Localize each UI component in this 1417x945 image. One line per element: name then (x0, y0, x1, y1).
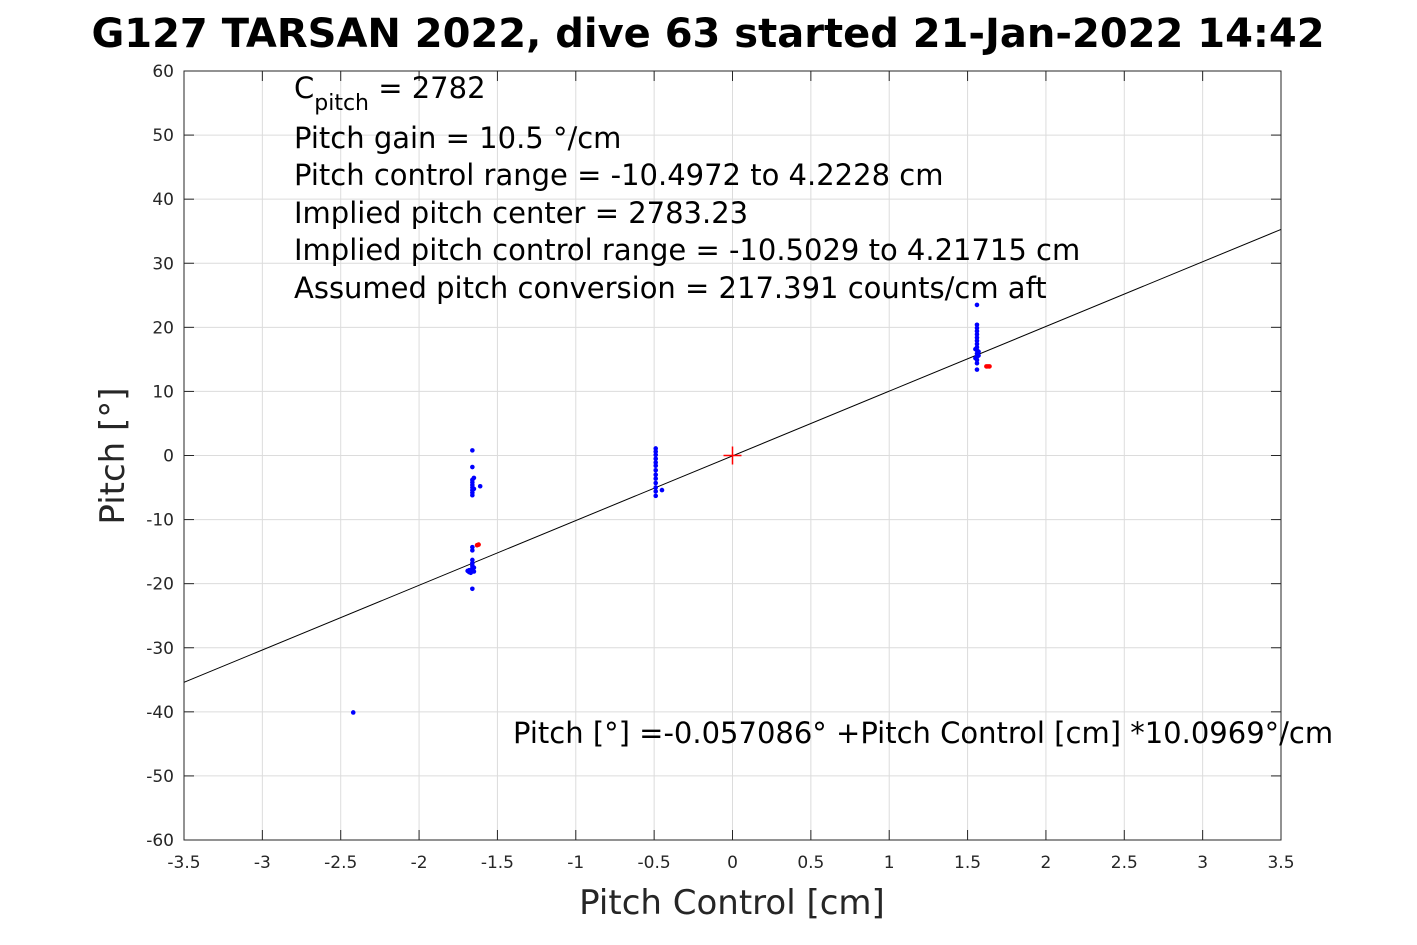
x-tick-label: 1.5 (954, 853, 981, 873)
y-tick-label: 20 (152, 318, 174, 338)
axis-ticks: -3.5 -3 -2.5 -2 -1.5 -1 -0.5 0 0.5 1 1.5 2 2.5 3 3.5 -6… (146, 62, 1294, 873)
blue-data-point (470, 448, 475, 453)
y-tick-label: -60 (146, 831, 174, 851)
blue-data-point (974, 322, 980, 328)
blue-data-point (471, 565, 477, 570)
blue-data-point (659, 487, 665, 493)
blue-data-point (470, 557, 475, 563)
blue-data-point (653, 489, 659, 494)
annotation-c-pitch-value: = 2782 (369, 71, 486, 105)
blue-data-point (470, 548, 475, 553)
annotation-implied-range: Implied pitch control range = -10.5029 t… (294, 233, 1080, 267)
x-tick-label: 0 (727, 853, 738, 873)
blue-data-point (465, 568, 470, 574)
blue-data-point (477, 483, 483, 489)
blue-data-point (470, 544, 475, 550)
blue-data-point (471, 475, 477, 481)
blue-data-point (974, 367, 980, 372)
blue-data-point (653, 493, 659, 499)
blue-data-point (471, 486, 477, 492)
blue-data-point (653, 467, 659, 473)
blue-data-point (974, 302, 980, 308)
blue-data-point (470, 464, 475, 470)
y-tick-label: 10 (152, 382, 174, 402)
x-tick-label: -3.5 (167, 853, 200, 873)
blue-data-point (653, 446, 659, 451)
annotation-pitch-gain: Pitch gain = 10.5 °/cm (294, 121, 621, 155)
center-marker-group (723, 446, 742, 465)
blue-data-point (974, 341, 980, 347)
annotation-c-pitch-main: C (294, 71, 314, 105)
annotation-implied-center: Implied pitch center = 2783.23 (294, 196, 748, 230)
annotation-c-pitch-sub: pitch (314, 91, 369, 116)
x-tick-label: 3.5 (1267, 853, 1294, 873)
x-tick-label: 0.5 (797, 853, 824, 873)
blue-data-point (974, 335, 980, 340)
annotation-conversion: Assumed pitch conversion = 217.391 count… (294, 271, 1047, 305)
blue-data-point (653, 480, 659, 486)
blue-data-point (974, 328, 980, 334)
blue-data-point (974, 338, 980, 344)
y-tick-label: -30 (146, 639, 174, 659)
y-tick-label: 60 (152, 62, 174, 82)
x-tick-label: -2 (411, 853, 428, 873)
red-data-point (476, 542, 481, 547)
grid-lines (184, 71, 1281, 840)
y-tick-label: -20 (146, 575, 174, 595)
x-axis-label: Pitch Control [cm] (579, 883, 885, 923)
x-tick-label: -1 (567, 853, 584, 873)
blue-data-point (470, 586, 475, 592)
blue-data-point (653, 460, 659, 465)
x-tick-label: -2.5 (324, 853, 357, 873)
x-tick-label: -1.5 (481, 853, 514, 873)
blue-data-point (653, 485, 659, 490)
blue-data-point (976, 353, 981, 358)
blue-data-point (974, 360, 980, 366)
y-tick-label: -50 (146, 767, 174, 787)
y-tick-label: 0 (163, 447, 174, 467)
y-tick-label: -40 (146, 703, 174, 723)
x-tick-label: 2 (1041, 853, 1052, 873)
blue-data-point (470, 492, 475, 498)
y-tick-label: 30 (152, 254, 174, 274)
y-tick-label: 40 (152, 190, 174, 210)
blue-data-point (653, 452, 659, 458)
y-axis-label: Pitch [°] (93, 387, 133, 524)
x-tick-label: -0.5 (638, 853, 671, 873)
x-tick-label: 2.5 (1111, 853, 1138, 873)
x-tick-label: -3 (254, 853, 271, 873)
red-data-point (987, 364, 992, 369)
blue-data-point (653, 472, 659, 478)
y-tick-label: -10 (146, 511, 174, 531)
data-points (350, 302, 992, 715)
blue-data-point (350, 710, 356, 715)
annotation-control-range: Pitch control range = -10.4972 to 4.2228… (294, 158, 943, 192)
x-tick-label: 1 (884, 853, 895, 873)
y-tick-label: 50 (152, 126, 174, 146)
blue-data-point (653, 463, 659, 469)
x-tick-label: 3 (1197, 853, 1208, 873)
blue-data-point (653, 449, 659, 454)
fit-equation: Pitch [°] =-0.057086° +Pitch Control [cm… (513, 716, 1333, 750)
blue-data-point (974, 332, 980, 337)
annotation-c-pitch: Cpitch = 2782 (294, 71, 486, 116)
blue-data-point (973, 346, 978, 352)
blue-data-point (653, 476, 659, 481)
blue-data-point (653, 456, 659, 462)
blue-data-point (974, 325, 980, 331)
blue-data-point (973, 355, 978, 361)
blue-data-point (471, 569, 477, 574)
chart-title: G127 TARSAN 2022, dive 63 started 21-Jan… (91, 11, 1324, 57)
blue-data-point (976, 349, 981, 354)
